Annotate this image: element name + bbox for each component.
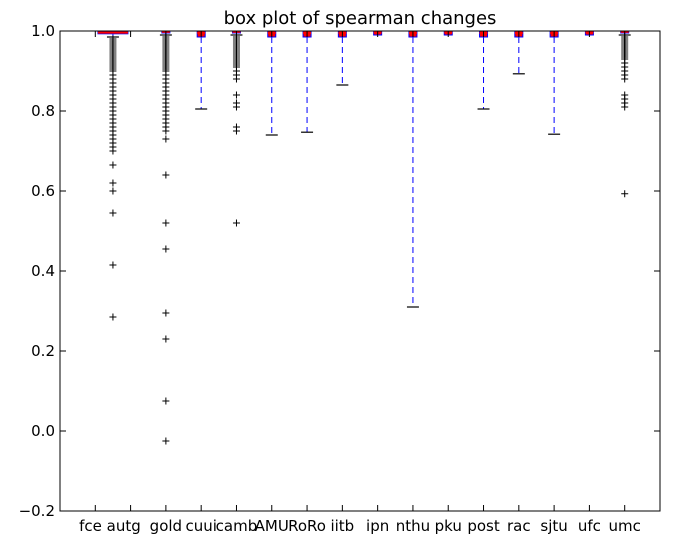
box-iitb [336,30,349,86]
outlier-point [232,91,240,99]
x-tick-label: RoRo [288,517,326,535]
outlier-point [162,135,170,143]
outlier-point [109,209,117,217]
outlier-point [232,75,240,83]
outlier-point [162,437,170,445]
outlier-point [621,103,629,111]
x-tick-label: rac [507,517,531,535]
outlier-point [162,219,170,227]
x-tick-label: ipn [366,517,389,535]
outlier-point [109,161,117,169]
box-gold [159,30,172,445]
outlier-point [162,245,170,253]
x-tick-label: gold [150,517,182,535]
box-AMU [265,30,278,136]
outlier-point [232,103,240,111]
box-cuui [195,30,208,110]
box-sjtu [548,30,561,135]
x-tick-label: iitb [330,517,354,535]
box-camb [230,30,243,227]
box-RoRo [301,30,314,133]
y-tick-label: 0.4 [31,262,55,280]
plot-marks [97,30,631,445]
x-tick-label: cuui [185,517,216,535]
y-tick-label: 0.6 [31,182,55,200]
outlier-point [109,261,117,269]
y-axis: −0.2 0.0 0.2 0.4 0.6 0.8 1.0 [19,22,660,520]
outlier-point [162,127,170,135]
outlier-point [621,190,629,198]
box-fce-autg [97,30,129,321]
outlier-point [232,127,240,135]
outlier-point [621,75,629,83]
y-tick-label: 0.0 [31,422,55,440]
x-tick-label: ufc [578,517,601,535]
box-umc [618,30,631,198]
outlier-point [109,147,117,155]
x-tick-label: camb [216,517,258,535]
x-tick-label: pku [435,517,462,535]
axes-frame [59,30,661,512]
x-tick-label: umc [609,517,641,535]
x-tick-label: sjtu [540,517,567,535]
box-nthu [406,30,419,308]
x-tick-label: nthu [396,517,430,535]
y-tick-label: 0.2 [31,342,55,360]
outlier-point [232,219,240,227]
y-tick-label: 1.0 [31,22,55,40]
box-rac [512,30,525,75]
outlier-point [109,187,117,195]
x-tick-label: fce autg [79,517,141,535]
y-tick-label: 0.8 [31,102,55,120]
outlier-point [162,335,170,343]
x-tick-label: post [467,517,500,535]
outlier-point [162,171,170,179]
x-tick-label: AMU [255,517,289,535]
chart-title: box plot of spearman changes [224,8,497,29]
y-tick-label: −0.2 [19,502,55,520]
outlier-point [109,313,117,321]
outlier-point [162,309,170,317]
outlier-point [162,397,170,405]
box-post [477,30,490,110]
outlier-point [109,179,117,187]
